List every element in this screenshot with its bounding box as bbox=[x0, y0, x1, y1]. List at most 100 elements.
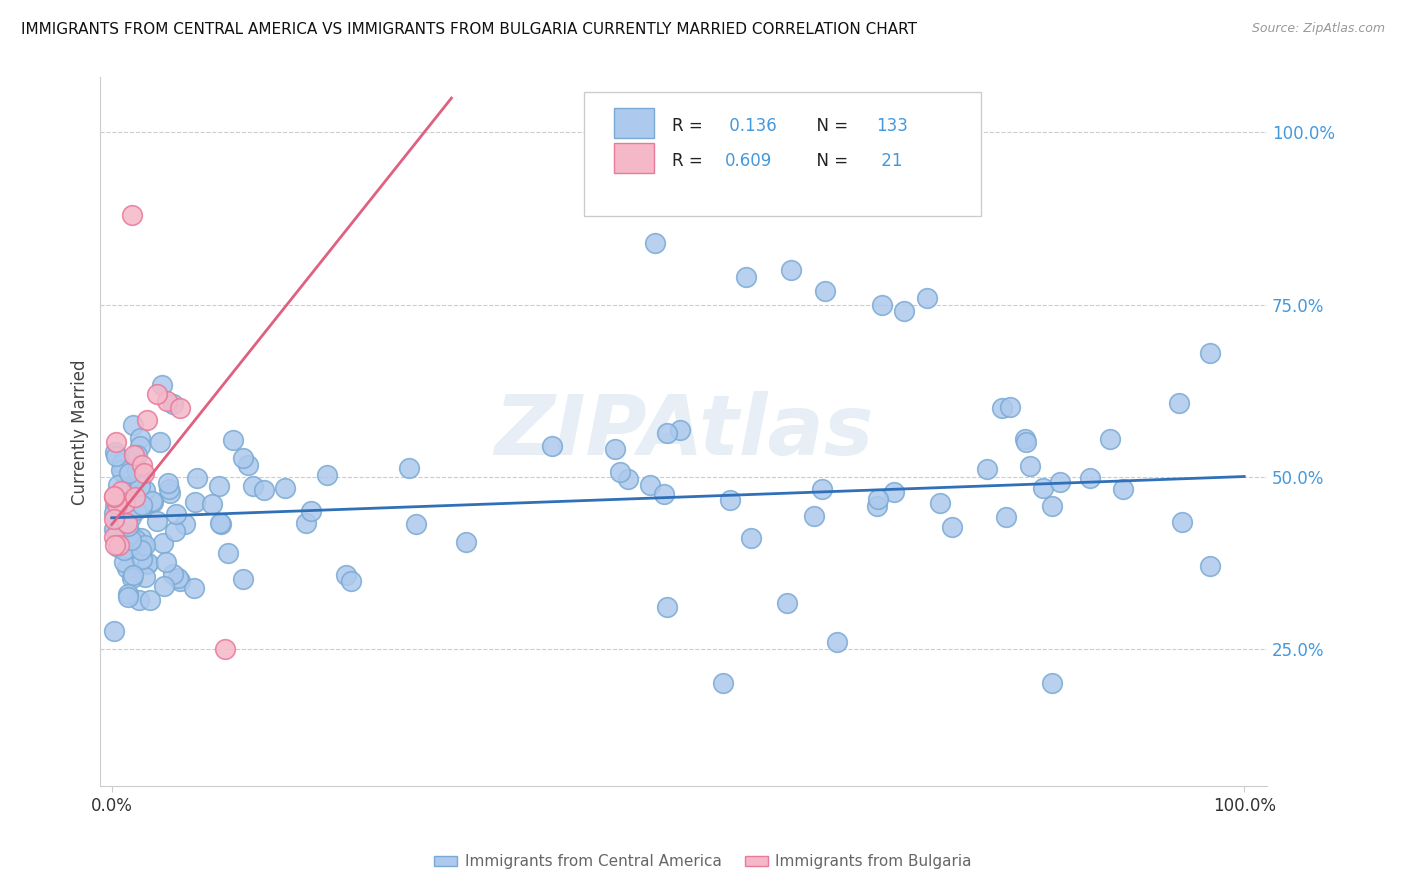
Point bbox=[129, 431, 152, 445]
Point bbox=[159, 485, 181, 500]
Point bbox=[104, 499, 127, 513]
Point bbox=[811, 483, 834, 497]
Point bbox=[112, 556, 135, 570]
Point bbox=[1199, 345, 1222, 359]
Point bbox=[1080, 471, 1102, 485]
Point bbox=[156, 476, 179, 491]
Point bbox=[149, 434, 172, 449]
Point bbox=[129, 531, 152, 545]
Point bbox=[107, 524, 129, 538]
Point bbox=[118, 466, 141, 480]
Point bbox=[115, 528, 138, 542]
Point bbox=[105, 434, 128, 449]
Text: Source: ZipAtlas.com: Source: ZipAtlas.com bbox=[1251, 22, 1385, 36]
Point bbox=[1170, 515, 1192, 529]
Point bbox=[183, 581, 205, 595]
Point bbox=[398, 461, 420, 475]
Point bbox=[127, 474, 149, 488]
Point bbox=[107, 540, 129, 554]
Point bbox=[825, 634, 848, 648]
Point bbox=[335, 567, 357, 582]
Point bbox=[136, 556, 159, 570]
Point bbox=[1014, 432, 1036, 446]
Point bbox=[652, 486, 675, 500]
Point bbox=[339, 574, 361, 588]
Point bbox=[131, 551, 153, 566]
Point bbox=[941, 520, 963, 534]
Point bbox=[669, 423, 692, 437]
Point bbox=[609, 466, 631, 480]
Point bbox=[134, 570, 156, 584]
Point bbox=[454, 535, 477, 549]
Point bbox=[117, 519, 139, 533]
Text: IMMIGRANTS FROM CENTRAL AMERICA VS IMMIGRANTS FROM BULGARIA CURRENTLY MARRIED CO: IMMIGRANTS FROM CENTRAL AMERICA VS IMMIG… bbox=[21, 22, 917, 37]
Point bbox=[232, 572, 254, 586]
Text: N =: N = bbox=[806, 117, 853, 135]
Point bbox=[1199, 558, 1222, 573]
Point bbox=[104, 445, 127, 459]
Point bbox=[655, 426, 678, 441]
Point bbox=[167, 571, 190, 585]
Point bbox=[405, 516, 427, 531]
Point bbox=[814, 284, 837, 298]
Point bbox=[169, 574, 191, 588]
Point bbox=[117, 587, 139, 601]
Point bbox=[134, 483, 156, 497]
Text: R =: R = bbox=[672, 117, 709, 135]
Text: 0.136: 0.136 bbox=[724, 117, 778, 135]
Point bbox=[1032, 481, 1054, 495]
Point bbox=[152, 579, 174, 593]
Point bbox=[115, 468, 138, 483]
Text: N =: N = bbox=[806, 152, 853, 170]
Point bbox=[111, 466, 134, 480]
Point bbox=[115, 516, 138, 530]
Point bbox=[103, 506, 125, 520]
Point bbox=[103, 512, 125, 526]
Point bbox=[122, 448, 145, 462]
Point bbox=[1112, 483, 1135, 497]
Point bbox=[998, 401, 1021, 415]
Point bbox=[163, 524, 186, 538]
Point bbox=[103, 530, 125, 544]
Point bbox=[108, 538, 131, 552]
Point bbox=[1167, 396, 1189, 410]
Point bbox=[156, 393, 179, 408]
Point bbox=[929, 496, 952, 510]
Point bbox=[110, 483, 132, 498]
Point bbox=[165, 507, 187, 521]
Point bbox=[217, 546, 239, 560]
Point bbox=[132, 499, 155, 513]
Point bbox=[232, 451, 254, 466]
Point bbox=[134, 538, 156, 552]
Point bbox=[121, 208, 143, 222]
Point bbox=[1014, 435, 1036, 450]
Point bbox=[1040, 499, 1063, 513]
Point bbox=[994, 510, 1017, 524]
Point bbox=[136, 413, 159, 427]
Point bbox=[152, 536, 174, 550]
Point bbox=[222, 433, 245, 447]
Point bbox=[209, 517, 232, 532]
Point bbox=[214, 641, 236, 656]
Point bbox=[112, 542, 135, 557]
Point bbox=[128, 593, 150, 607]
Point bbox=[976, 462, 998, 476]
Point bbox=[184, 495, 207, 509]
Point bbox=[122, 418, 145, 433]
Point bbox=[103, 489, 125, 503]
Point bbox=[252, 483, 274, 497]
Point bbox=[201, 496, 224, 510]
Y-axis label: Currently Married: Currently Married bbox=[72, 359, 89, 505]
Point bbox=[157, 482, 180, 496]
Point bbox=[121, 568, 143, 582]
Point bbox=[866, 492, 889, 507]
Point bbox=[186, 471, 208, 485]
Point bbox=[121, 571, 143, 585]
Point bbox=[315, 467, 337, 482]
Point bbox=[299, 504, 322, 518]
Point bbox=[128, 470, 150, 484]
Point bbox=[104, 524, 127, 538]
Point bbox=[142, 495, 165, 509]
Point bbox=[644, 235, 666, 250]
Point bbox=[103, 522, 125, 536]
